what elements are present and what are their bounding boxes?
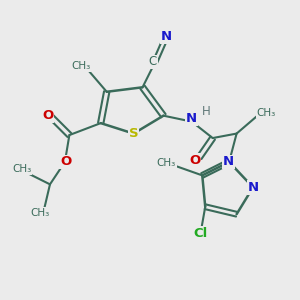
Text: O: O bbox=[42, 109, 53, 122]
Text: N: N bbox=[161, 30, 172, 43]
Text: S: S bbox=[129, 127, 138, 140]
Text: C: C bbox=[149, 56, 157, 68]
Text: Cl: Cl bbox=[194, 227, 208, 240]
Text: CH₃: CH₃ bbox=[30, 208, 49, 218]
Text: CH₃: CH₃ bbox=[157, 158, 176, 168]
Text: N: N bbox=[223, 155, 234, 168]
Text: N: N bbox=[248, 181, 259, 194]
Text: O: O bbox=[189, 154, 200, 167]
Text: O: O bbox=[60, 155, 71, 168]
Text: N: N bbox=[186, 112, 197, 125]
Text: H: H bbox=[202, 105, 211, 118]
Text: CH₃: CH₃ bbox=[71, 61, 90, 71]
Text: CH₃: CH₃ bbox=[257, 108, 276, 118]
Text: CH₃: CH₃ bbox=[12, 164, 31, 174]
